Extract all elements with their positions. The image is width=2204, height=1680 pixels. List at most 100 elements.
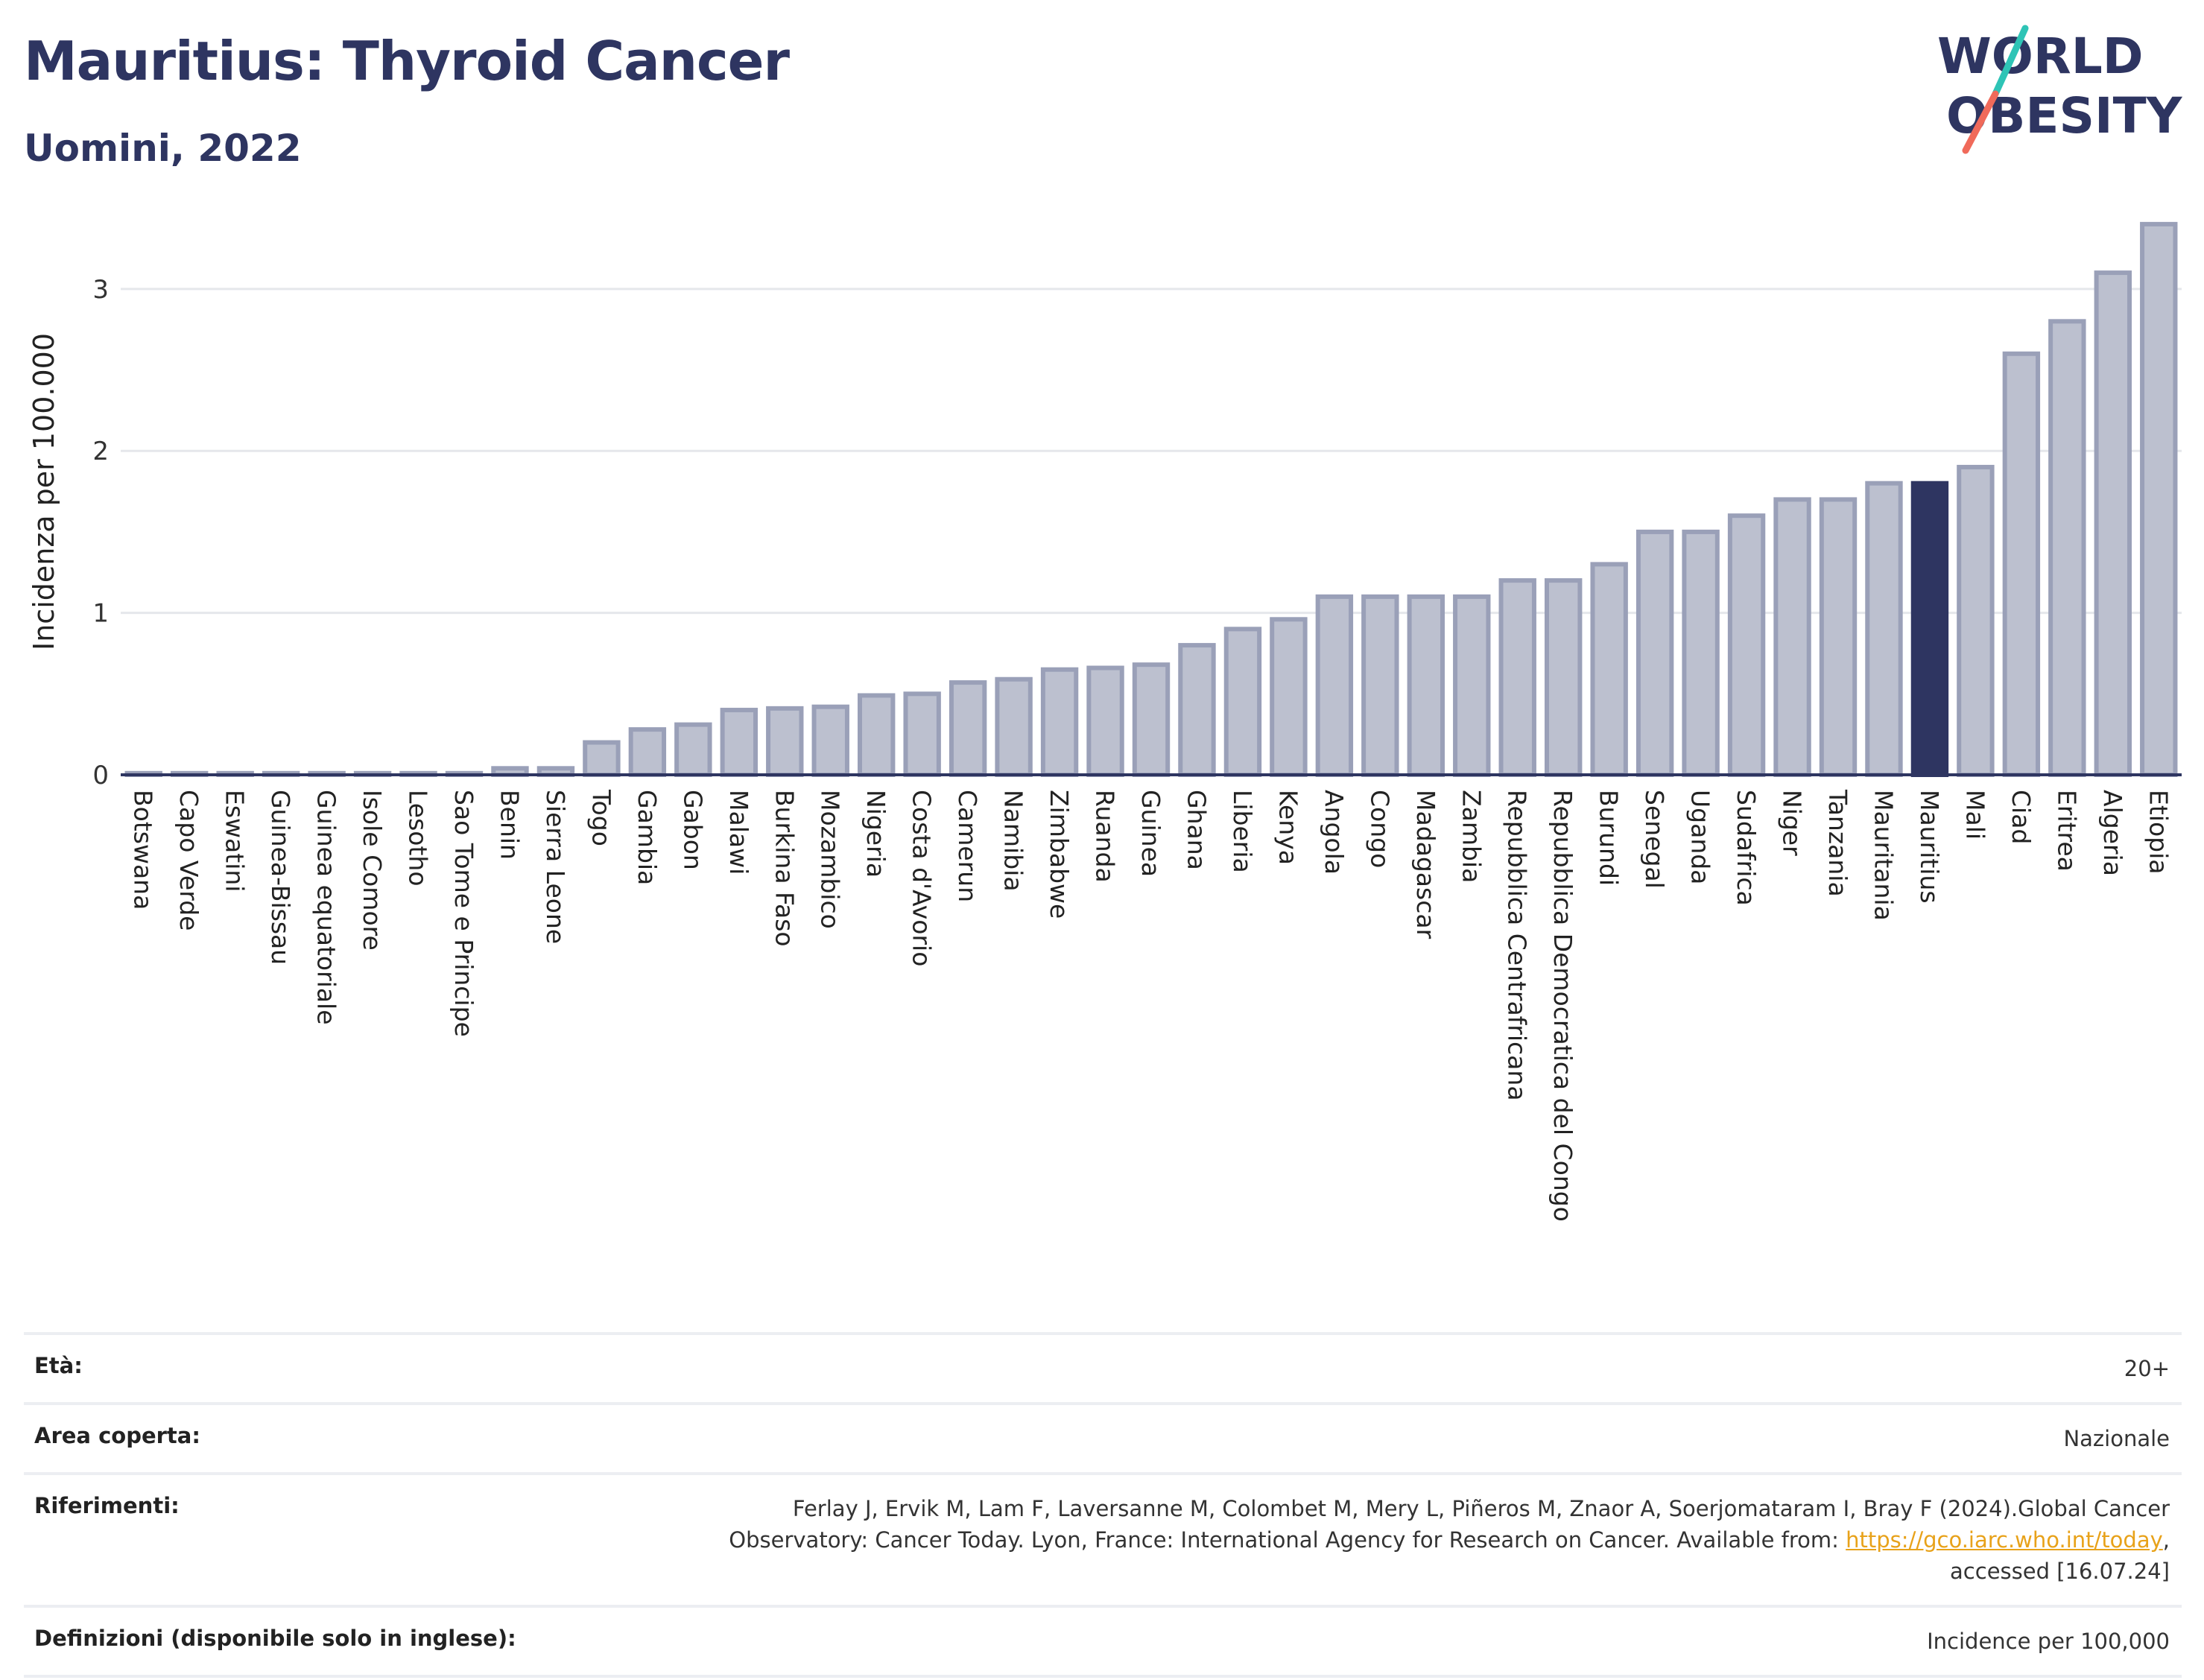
x-tick-label: Niger [1778, 790, 1807, 856]
bar-ciad [2002, 351, 2041, 778]
x-tick-label: Tanzania [1823, 789, 1852, 897]
bar-uganda [1682, 529, 1720, 777]
bar-repubblica-democratica-del-congo [1544, 578, 1583, 777]
bar-namibia [995, 676, 1033, 777]
x-tick-labels: Botswana Capo Verde Eswatini Guinea-Bissau G… [129, 789, 2173, 1222]
x-tick-label: Isole Comore [358, 790, 387, 951]
x-tick-label: Etiopia [2144, 790, 2173, 875]
x-tick-label: Kenya [1273, 790, 1302, 865]
bar-guinea [1132, 662, 1171, 777]
bar-ghana [1178, 643, 1216, 778]
info-row-references: Riferimenti: Ferlay J, Ervik M, Lam F, L… [24, 1472, 2182, 1605]
bar-togo [583, 740, 621, 777]
x-tick-label: Mauritius [1915, 790, 1944, 904]
bar-mali [1957, 464, 1995, 778]
info-label-age: Età: [34, 1353, 83, 1378]
x-tick-label: Benin [495, 790, 524, 860]
x-tick-label: Zambia [1457, 790, 1486, 883]
x-tick-label: Gambia [633, 790, 662, 885]
bar-mauritius [1910, 481, 1949, 778]
info-row-age: Età: 20+ [24, 1332, 2182, 1402]
x-tick-label: Eswatini [221, 790, 250, 892]
x-tick-label: Mali [1960, 790, 1989, 840]
x-tick-label: Guinea [1136, 790, 1165, 877]
y-tick-label: 0 [92, 761, 109, 790]
x-tick-label: Guinea equatoriale [312, 790, 341, 1025]
x-tick-label: Eritrea [2052, 790, 2081, 872]
y-tick-labels: 0 1 2 3 [92, 275, 109, 790]
bar-gambia [628, 727, 667, 777]
y-tick-label: 2 [92, 437, 109, 466]
info-label-definitions: Definizioni (disponibile solo in inglese… [34, 1626, 516, 1651]
x-tick-label: Angola [1320, 790, 1349, 875]
bar-mozambico [811, 704, 849, 778]
info-label-references: Riferimenti: [34, 1493, 180, 1518]
x-tick-label: Repubblica Centrafricana [1503, 790, 1532, 1101]
reference-line2-end: , [2162, 1527, 2170, 1553]
bar-madagascar [1407, 594, 1445, 777]
x-tick-label: Malawi [724, 790, 753, 875]
x-tick-label: Algeria [2098, 790, 2127, 876]
y-tick-label: 3 [92, 275, 109, 305]
reference-line3: accessed [16.07.24] [1950, 1559, 2170, 1584]
x-tick-label: Congo [1365, 790, 1394, 868]
x-tick-label: Gabon [678, 790, 707, 870]
x-tick-label: Togo [586, 789, 615, 846]
logo-line1: WORLD [1937, 28, 2144, 85]
x-tick-label: Ciad [2007, 790, 2036, 844]
bar-eritrea [2048, 319, 2086, 778]
x-tick-label: Zimbabwe [1045, 790, 1074, 919]
bar-kenya [1270, 617, 1308, 777]
bar-liberia [1223, 627, 1262, 778]
info-value-definitions: Incidence per 100,000 [1927, 1629, 2170, 1654]
x-tick-label: Costa d'Avorio [908, 790, 937, 966]
bar-repubblica-centrafricana [1498, 578, 1536, 777]
x-tick-label: Senegal [1640, 790, 1669, 889]
reference-line1: Ferlay J, Ervik M, Lam F, Laversanne M, … [792, 1496, 2170, 1521]
bar-camerun [949, 680, 987, 778]
x-tick-label: Capo Verde [174, 790, 203, 931]
bar-chart: Botswana Capo Verde Eswatini Guinea-Bissau G… [28, 221, 2182, 1222]
x-tick-label: Burkina Faso [770, 790, 799, 947]
bar-costa-d-avorio [903, 691, 941, 777]
x-tick-label: Mozambico [816, 790, 845, 929]
bar-etiopia [2140, 221, 2178, 777]
bar-burkina-faso [766, 706, 804, 777]
x-tick-label: Sierra Leone [541, 790, 570, 944]
chart-subtitle: Uomini, 2022 [24, 127, 302, 170]
x-tick-label: Liberia [1228, 790, 1257, 873]
world-obesity-logo: WORLD OBESITY [1937, 25, 2183, 154]
x-tick-label: Camerun [953, 790, 982, 902]
y-tick-label: 1 [92, 599, 109, 629]
info-value-age: 20+ [2124, 1356, 2170, 1381]
bar-algeria [2094, 270, 2132, 777]
x-tick-label: Burundi [1595, 790, 1624, 886]
x-tick-label: Repubblica Democratica del Congo [1548, 790, 1577, 1222]
x-tick-label: Namibia [999, 790, 1028, 892]
x-tick-label: Lesotho [404, 790, 433, 887]
x-tick-label: Sudafrica [1732, 790, 1761, 906]
x-tick-label: Ghana [1182, 790, 1211, 870]
info-table: Età: 20+ Area coperta: Nazionale Riferim… [24, 1332, 2182, 1678]
x-tick-label: Mauritania [1869, 790, 1898, 921]
chart-title: Mauritius: Thyroid Cancer [24, 30, 790, 92]
info-row-area: Area coperta: Nazionale [24, 1402, 2182, 1472]
y-axis-label: Incidenza per 100.000 [28, 333, 60, 650]
bar-tanzania [1819, 497, 1858, 777]
bar-zambia [1453, 594, 1491, 777]
bar-congo [1361, 594, 1399, 777]
bar-sudafrica [1727, 513, 1766, 777]
bar-niger [1773, 497, 1811, 777]
bar-malawi [720, 708, 759, 777]
bar-mauritania [1865, 481, 1903, 778]
bar-ruanda [1086, 665, 1124, 777]
bar-senegal [1635, 529, 1674, 777]
bars [121, 221, 2182, 778]
x-tick-label: Madagascar [1411, 790, 1440, 939]
info-row-definitions: Definizioni (disponibile solo in inglese… [24, 1605, 2182, 1678]
x-tick-label: Guinea-Bissau [266, 790, 295, 965]
info-value-references: Ferlay J, Ervik M, Lam F, Laversanne M, … [729, 1493, 2170, 1587]
reference-link[interactable]: https://gco.iarc.who.int/today [1846, 1527, 2163, 1553]
reference-line2: Observatory: Cancer Today. Lyon, France:… [729, 1527, 1846, 1553]
bar-zimbabwe [1040, 667, 1079, 778]
